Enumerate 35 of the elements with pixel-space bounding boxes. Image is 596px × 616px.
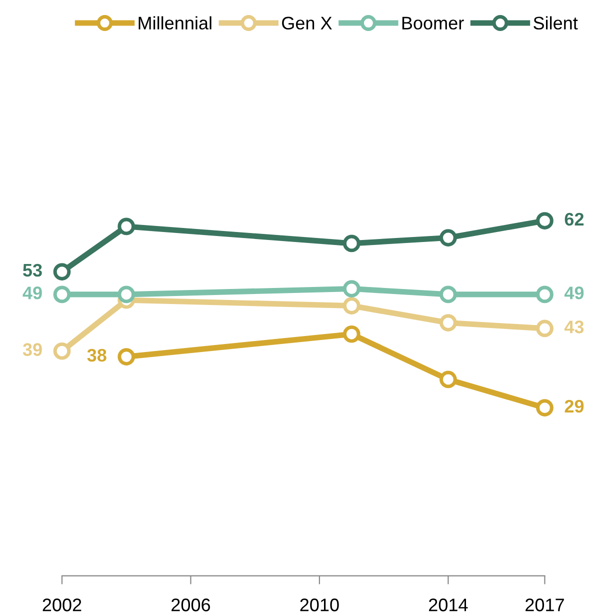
- point: [53, 263, 71, 280]
- point: [342, 280, 360, 298]
- point: [536, 212, 554, 230]
- point: [342, 325, 360, 343]
- data-label: 49: [22, 286, 42, 300]
- x-tick-label: 2017: [526, 598, 564, 612]
- data-label: 38: [87, 348, 106, 362]
- legend-label: Boomer: [402, 16, 464, 30]
- point: [118, 218, 136, 236]
- legend-label: Silent: [534, 16, 578, 30]
- x-tick-label: 2010: [300, 598, 339, 612]
- data-label: 53: [23, 264, 42, 277]
- point: [342, 297, 360, 314]
- point: [118, 348, 136, 366]
- point: [118, 286, 136, 304]
- point: [440, 314, 457, 332]
- data-label: 29: [564, 400, 584, 413]
- point: [536, 320, 554, 338]
- point: [536, 286, 554, 304]
- point: [53, 342, 71, 360]
- point: [440, 370, 457, 388]
- point: [53, 286, 71, 304]
- x-tick-label: 2002: [42, 598, 82, 612]
- legend-label: Gen X: [282, 16, 332, 30]
- data-label: 62: [564, 212, 584, 226]
- data-label: 39: [22, 343, 42, 356]
- legend-label: Millennial: [138, 16, 212, 30]
- data-label: 49: [564, 286, 584, 300]
- point: [536, 399, 554, 416]
- point: [342, 234, 360, 252]
- point: [440, 229, 457, 246]
- x-tick-label: 2006: [172, 598, 210, 612]
- data-label: 43: [564, 320, 584, 334]
- x-tick-label: 2014: [429, 598, 468, 612]
- point: [440, 286, 457, 304]
